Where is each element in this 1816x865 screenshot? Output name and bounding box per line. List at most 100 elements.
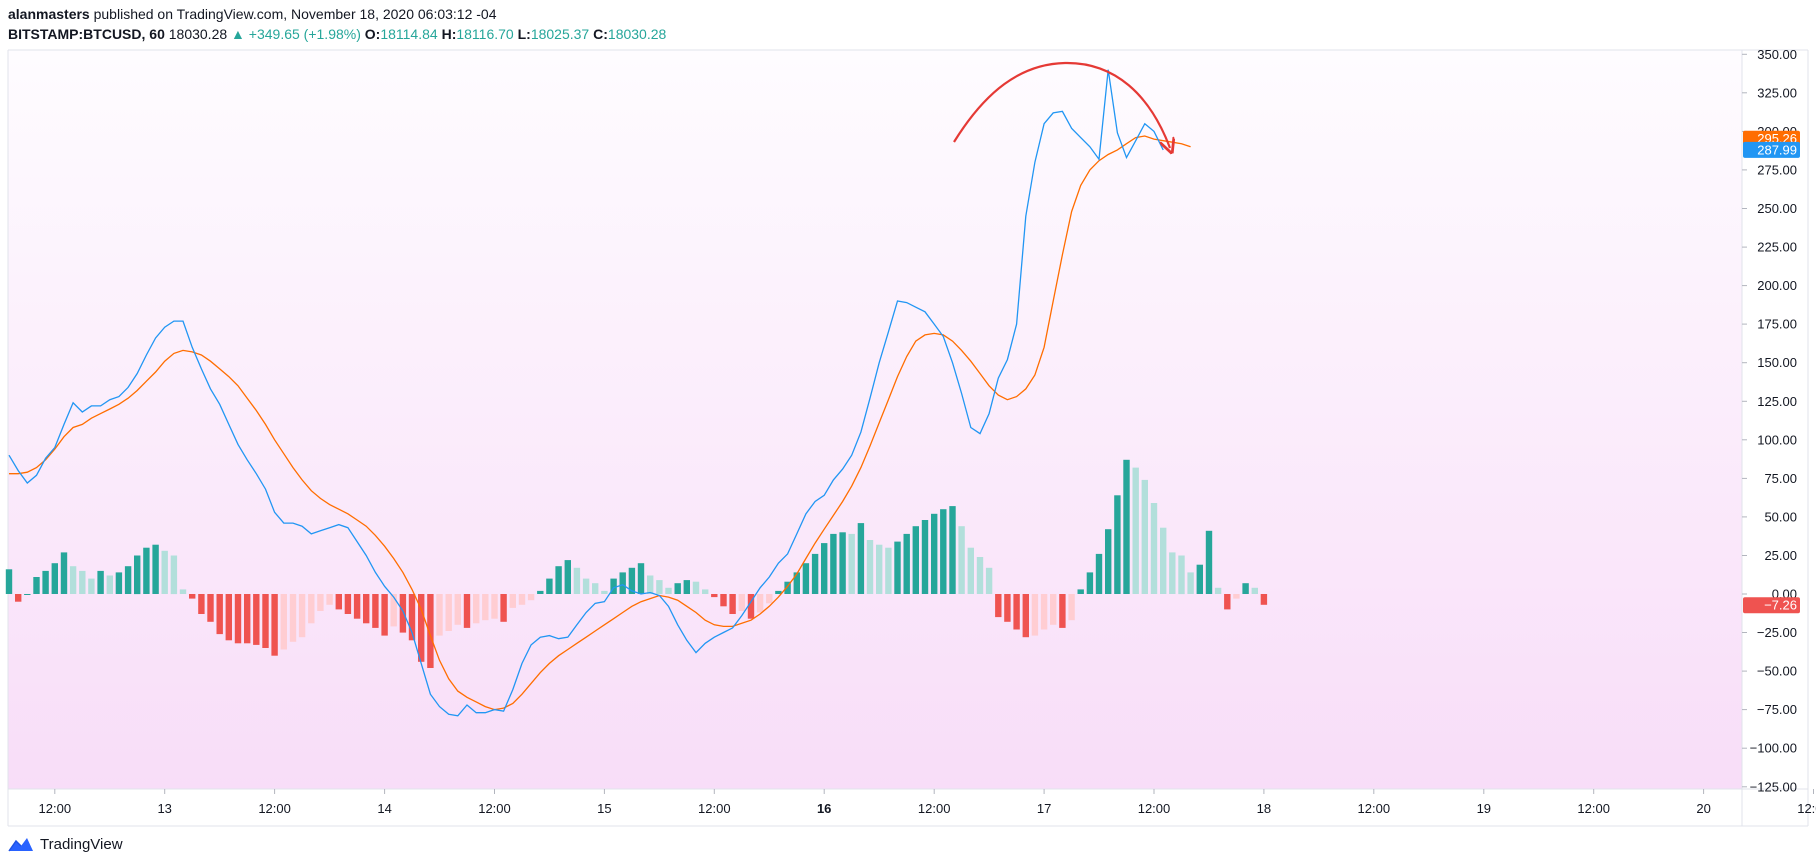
histogram-bar: [179, 589, 187, 594]
histogram-bar: [702, 589, 709, 594]
histogram-bar: [280, 594, 287, 650]
histogram-bar: [793, 572, 800, 594]
x-tick-label: 12:00: [1138, 801, 1171, 816]
histogram-bar: [729, 594, 736, 614]
x-tick-label: 12:00: [478, 801, 511, 816]
histogram-bar: [1013, 594, 1020, 630]
histogram-bar: [189, 594, 196, 599]
histogram-bar: [326, 594, 333, 605]
x-tick-label: 12:00: [39, 801, 72, 816]
histogram-bar: [1114, 495, 1121, 594]
histogram-bar: [344, 594, 352, 614]
x-tick-label: 16: [817, 801, 831, 816]
histogram-bar: [390, 594, 397, 627]
histogram-bar: [1040, 594, 1048, 630]
histogram-bar: [903, 533, 910, 594]
curved-arrow-annotation[interactable]: [953, 61, 1170, 148]
histogram-bar: [262, 594, 269, 648]
histogram-bar: [482, 594, 489, 621]
histogram-bar: [995, 594, 1002, 618]
histogram-bar: [784, 581, 791, 594]
x-tick-label: 18: [1257, 801, 1271, 816]
histogram-bar: [949, 506, 956, 594]
histogram-bar: [537, 590, 544, 594]
histogram-bar: [894, 541, 901, 594]
histogram-bar: [610, 578, 617, 594]
last-value-text-macd: 287.99: [1757, 142, 1797, 157]
x-tick-label: 12:00: [1797, 801, 1816, 816]
histogram-bar: [692, 581, 700, 594]
histogram-bar: [491, 594, 498, 619]
histogram-bar: [69, 566, 77, 594]
histogram-bar: [436, 594, 443, 636]
histogram-bar: [619, 572, 626, 594]
low-value: 18025.37: [530, 26, 590, 42]
histogram-bar: [1178, 555, 1185, 595]
histogram-bar: [33, 577, 40, 594]
histogram-bar: [97, 570, 104, 594]
y-tick-label: 25.00: [1764, 548, 1797, 563]
histogram-bar: [5, 569, 13, 594]
histogram-bar: [24, 594, 31, 595]
x-tick-label: 13: [157, 801, 171, 816]
publish-line: alanmasters published on TradingView.com…: [8, 5, 1008, 24]
histogram-bar: [912, 526, 919, 594]
price-axis[interactable]: 350.00325.00300.00275.00250.00225.00200.…: [1742, 47, 1797, 795]
legend-line: BITSTAMP:BTCUSD, 60 18030.28 ▲ +349.65 (…: [8, 25, 1008, 44]
symbol-label[interactable]: BITSTAMP:BTCUSD, 60: [8, 26, 165, 42]
histogram-bar: [720, 594, 727, 607]
histogram-bar: [152, 544, 159, 594]
histogram-bar: [1123, 459, 1130, 594]
histogram-bar: [161, 550, 168, 594]
histogram-bar: [1132, 467, 1139, 594]
histogram-bar: [931, 513, 938, 594]
histogram-bar: [1196, 564, 1203, 594]
histogram-bar: [821, 543, 828, 594]
tradingview-brand-text: TradingView: [40, 835, 123, 853]
x-tick-label: 20: [1696, 801, 1710, 816]
y-tick-label: −50.00: [1757, 664, 1797, 679]
histogram-bar: [857, 523, 865, 594]
histogram-bar: [555, 566, 562, 594]
histogram-bar: [573, 567, 581, 594]
y-tick-label: 200.00: [1757, 278, 1797, 293]
y-tick-label: 275.00: [1757, 162, 1797, 177]
histogram-bar: [115, 572, 123, 594]
signal-line: [9, 135, 1191, 711]
histogram-bar: [674, 583, 681, 594]
histogram-bar: [866, 540, 874, 594]
published-text: published on TradingView.com, November 1…: [93, 6, 497, 22]
histogram-bar: [124, 566, 132, 594]
histogram-bar: [967, 547, 974, 594]
histogram-bar: [1150, 503, 1158, 594]
histogram-bar: [42, 570, 49, 594]
histogram-bar: [518, 594, 526, 605]
y-tick-label: 150.00: [1757, 355, 1797, 370]
plot-background: [8, 50, 1742, 789]
y-tick-label: 325.00: [1757, 85, 1797, 100]
chart-header: alanmasters published on TradingView.com…: [8, 5, 1008, 44]
histogram-bar: [418, 594, 425, 662]
histogram-bar: [802, 563, 810, 594]
author-name[interactable]: alanmasters: [8, 6, 90, 22]
histogram-bar: [1095, 553, 1103, 594]
histogram-bar: [244, 594, 251, 644]
x-tick-label: 12:00: [1577, 801, 1610, 816]
macd-line: [8, 69, 1164, 717]
histogram-bar: [1242, 583, 1249, 594]
y-tick-label: 350.00: [1757, 47, 1797, 62]
footer-brand[interactable]: TradingView: [8, 832, 123, 856]
histogram-bar: [958, 526, 965, 594]
time-axis[interactable]: 12:00 13 12:00 14 12:00 15 12:00 16 12:00 17 12:00…: [39, 789, 1816, 816]
histogram-bar: [1160, 527, 1167, 594]
y-tick-label: 50.00: [1764, 509, 1797, 524]
histogram-bar: [225, 594, 232, 641]
histogram-bar: [747, 594, 755, 619]
histogram-bar: [207, 594, 214, 622]
x-tick-label: 12:00: [698, 801, 731, 816]
histogram-bar: [134, 555, 141, 595]
x-tick-label: 12:00: [1358, 801, 1391, 816]
histogram-bar: [940, 509, 947, 594]
macd-chart[interactable]: 350.00325.00300.00275.00250.00225.00200.…: [0, 0, 1816, 830]
y-tick-label: −125.00: [1750, 779, 1797, 794]
